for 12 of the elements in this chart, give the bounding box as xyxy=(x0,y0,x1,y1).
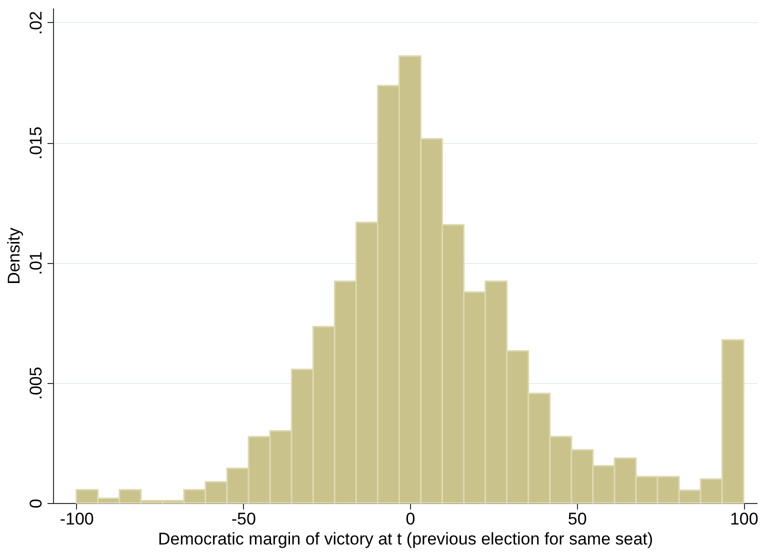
y-tick-label: .015 xyxy=(26,126,46,160)
x-tick-label: 50 xyxy=(568,510,587,528)
y-tick-label: .01 xyxy=(26,251,46,276)
x-axis-title: Democratic margin of victory at t (previous election for same seat) xyxy=(158,530,654,548)
y-tick-label: .005 xyxy=(26,366,46,400)
x-tick-label: 0 xyxy=(406,510,416,528)
x-tick-label: -50 xyxy=(231,510,256,528)
x-tick-label: 100 xyxy=(730,510,758,528)
y-tick-label: .02 xyxy=(26,11,46,35)
y-axis-title: Density xyxy=(4,227,24,284)
x-tick-label: -100 xyxy=(60,510,94,528)
y-tick-label: 0 xyxy=(26,498,46,508)
